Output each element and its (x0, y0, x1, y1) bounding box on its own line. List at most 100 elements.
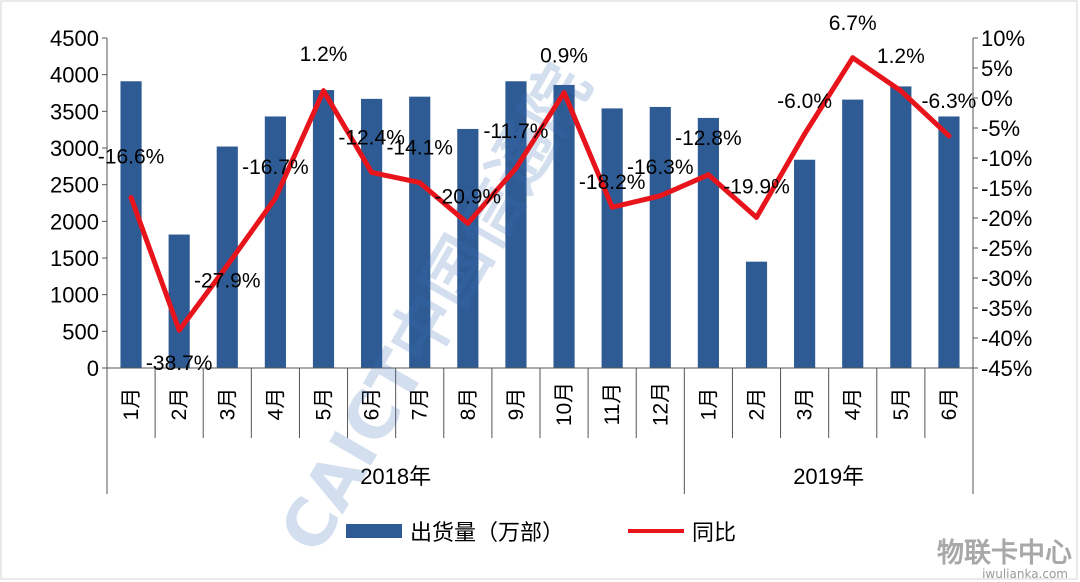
yoy-point (946, 133, 952, 139)
category-label: 3月 (216, 388, 239, 421)
category-label: 11月 (601, 383, 624, 426)
category-label: 1月 (697, 388, 720, 421)
yoy-point (272, 195, 278, 201)
corner-watermark: 物联卡中心 iwulianka.com (937, 538, 1072, 581)
yoy-point (657, 193, 663, 199)
yoy-point (705, 172, 711, 178)
left-tick-label: 2000 (50, 209, 99, 234)
bar-shipment (553, 84, 575, 368)
left-tick-label: 3000 (50, 136, 99, 161)
right-tick-label: -35% (981, 296, 1032, 321)
category-label: 6月 (361, 388, 384, 421)
yoy-data-label: -27.9% (194, 269, 261, 292)
right-tick-label: -45% (981, 356, 1032, 381)
legend-bar-label: 出货量（万部） (410, 520, 564, 545)
yoy-data-label: -18.2% (579, 171, 646, 194)
right-tick-label: -30% (981, 266, 1032, 291)
yoy-point (850, 55, 856, 61)
bar-shipment (890, 86, 912, 369)
category-label: 1月 (120, 388, 143, 421)
yoy-line-layer (128, 55, 952, 333)
category-label: 6月 (938, 388, 961, 421)
legend-line-label: 同比 (692, 520, 736, 545)
year-group-label: 2018年 (360, 464, 431, 489)
left-tick-label: 500 (62, 319, 99, 344)
category-label: 4月 (842, 388, 865, 421)
category-label: 5月 (890, 388, 913, 421)
right-tick-label: -20% (981, 206, 1032, 231)
yoy-line (128, 55, 952, 333)
yoy-point (898, 88, 904, 94)
yoy-point (561, 90, 567, 96)
bar-shipment (505, 81, 527, 369)
yoy-data-labels: -16.6% -38.7% -27.9% -16.7% 1.2% -12.4%-14.1%… (98, 12, 977, 375)
right-tick-label: -5% (981, 116, 1020, 141)
left-axis-ticks: 0 500 1000 1500 2000 2500 3000 3500 4000 4500 (50, 26, 107, 381)
right-tick-label: -40% (981, 326, 1032, 351)
yoy-point (417, 180, 423, 186)
corner-watermark-main: 物联卡中心 (937, 538, 1072, 569)
yoy-data-label: -16.7% (242, 156, 309, 179)
yoy-data-label: 1.2% (877, 45, 925, 68)
category-label: 2月 (746, 388, 769, 421)
right-tick-label: -15% (981, 176, 1032, 201)
bar-shipment (120, 81, 142, 369)
yoy-data-label: -11.7% (483, 120, 548, 143)
category-label: 5月 (313, 388, 336, 421)
bar-shipment (697, 117, 719, 368)
bar-shipment (312, 90, 335, 369)
yoy-point (176, 327, 182, 333)
yoy-point (802, 131, 808, 137)
yoy-data-label: -6.3% (922, 90, 977, 113)
bar-shipment (745, 261, 768, 368)
yoy-point (465, 220, 471, 226)
yoy-data-label: -16.3% (627, 156, 694, 179)
legend: 出货量（万部） 同比 (346, 520, 736, 545)
yoy-data-label: -38.7% (146, 352, 213, 375)
category-label: 3月 (794, 388, 817, 421)
yoy-data-label: 1.2% (300, 43, 348, 66)
category-label: 4月 (264, 388, 287, 421)
bar-shipment (649, 106, 671, 368)
year-group-axis: 2018年 2019年 (106, 438, 974, 494)
yoy-point (321, 88, 326, 94)
yoy-point (128, 195, 134, 201)
yoy-point (609, 204, 615, 210)
yoy-point (369, 169, 375, 175)
corner-watermark-sub: iwulianka.com (982, 567, 1068, 581)
yoy-data-label: -6.0% (777, 90, 832, 113)
bar-shipment (938, 116, 960, 368)
category-label: 9月 (505, 388, 528, 421)
bar-shipment (601, 108, 623, 369)
yoy-point (513, 165, 519, 171)
right-tick-label: 5% (981, 56, 1013, 81)
yoy-point (224, 262, 230, 268)
right-tick-label: -10% (981, 146, 1032, 171)
bar-shipment (409, 96, 431, 369)
left-tick-label: 0 (87, 356, 99, 381)
yoy-point (754, 214, 759, 220)
yoy-data-label: 0.9% (540, 45, 588, 68)
yoy-data-label: -12.8% (675, 127, 742, 150)
category-label: 2月 (168, 388, 191, 421)
yoy-data-label: -14.1% (386, 137, 453, 160)
bar-shipment (457, 128, 479, 368)
yoy-data-label: -12.4% (338, 126, 405, 149)
left-tick-label: 4500 (50, 26, 99, 51)
right-tick-label: 10% (981, 26, 1025, 51)
yoy-data-label: -16.6% (98, 146, 165, 169)
yoy-data-label: -19.9% (723, 175, 790, 198)
bar-shipment (264, 116, 286, 368)
right-tick-label: -25% (981, 236, 1032, 261)
left-tick-label: 1000 (50, 283, 99, 308)
bar-shipment (794, 159, 816, 368)
bar-shipment (842, 99, 864, 368)
left-tick-label: 1500 (50, 246, 99, 271)
bar-shipment (168, 234, 190, 368)
yoy-data-label: -20.9% (435, 185, 502, 208)
bar-shipment (216, 146, 238, 368)
year-group-label: 2019年 (793, 464, 864, 489)
legend-bar-swatch (346, 524, 402, 538)
category-label: 10月 (553, 382, 576, 426)
left-tick-label: 3500 (50, 99, 99, 124)
